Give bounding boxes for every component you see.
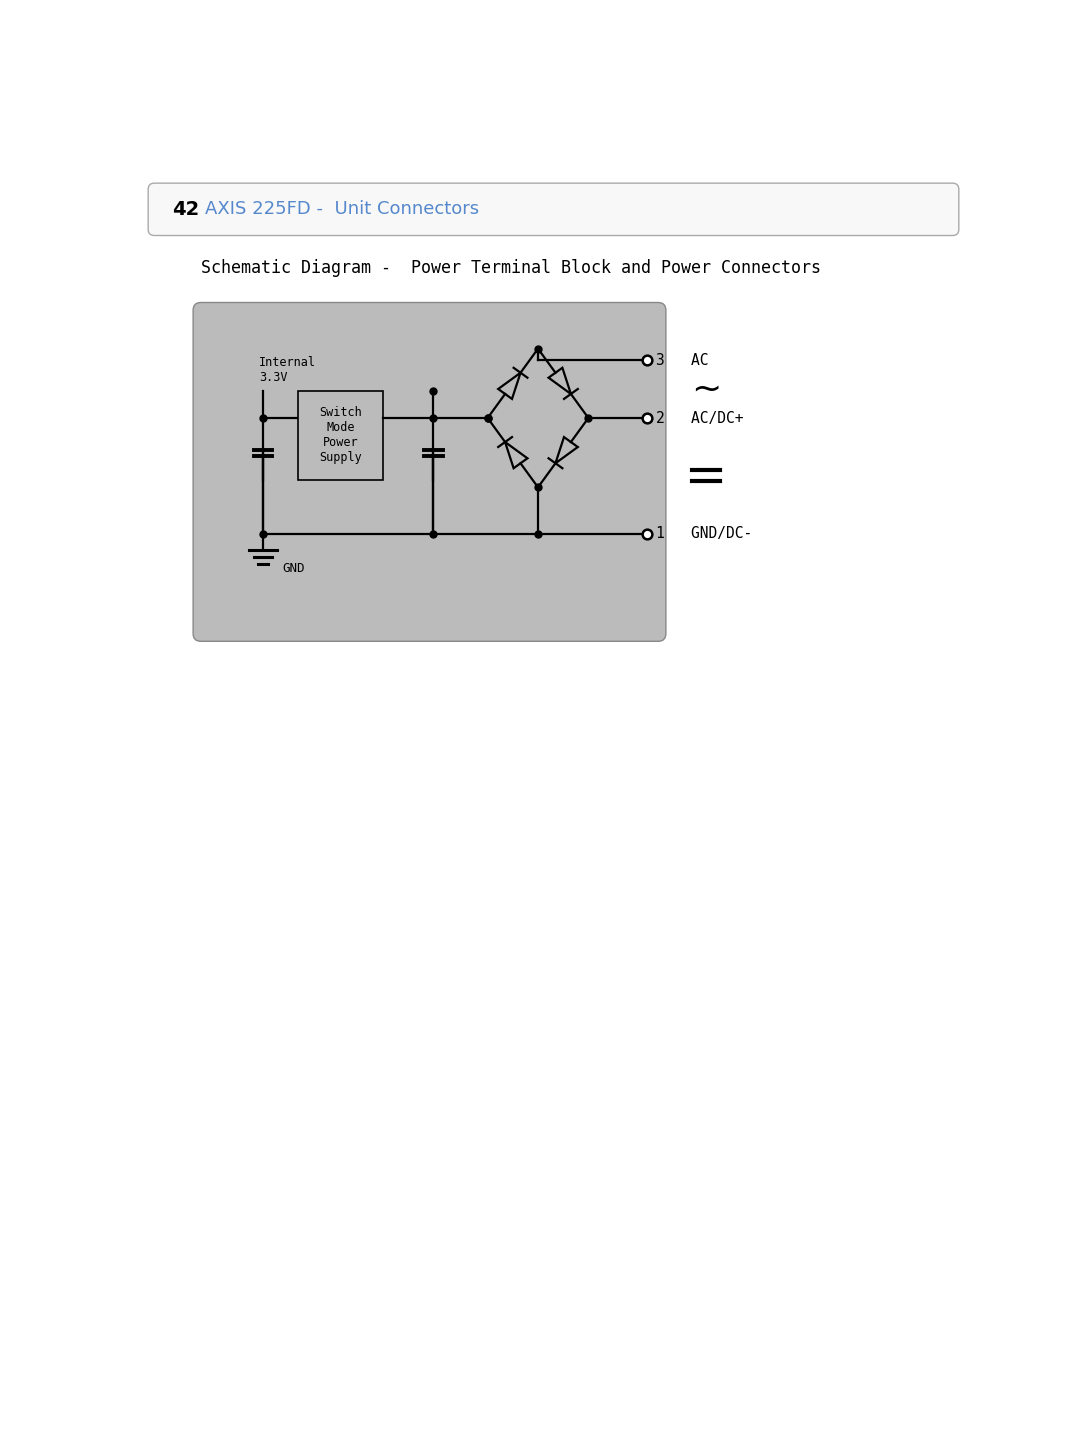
Text: Schematic Diagram -  Power Terminal Block and Power Connectors: Schematic Diagram - Power Terminal Block…	[201, 259, 821, 277]
FancyBboxPatch shape	[193, 303, 666, 641]
Bar	[298, 390, 383, 479]
Text: 2   AC/DC+: 2 AC/DC+	[656, 410, 743, 426]
Text: 3   AC: 3 AC	[656, 353, 708, 368]
Text: 1   GND/DC-: 1 GND/DC-	[656, 526, 752, 541]
Text: 42: 42	[172, 200, 200, 219]
Text: ~: ~	[691, 372, 721, 406]
Text: Internal
3.3V: Internal 3.3V	[259, 356, 316, 385]
Text: AXIS 225FD -  Unit Connectors: AXIS 225FD - Unit Connectors	[205, 200, 478, 219]
FancyBboxPatch shape	[148, 183, 959, 236]
Text: GND: GND	[282, 562, 305, 575]
Text: Switch
Mode
Power
Supply: Switch Mode Power Supply	[319, 406, 362, 465]
